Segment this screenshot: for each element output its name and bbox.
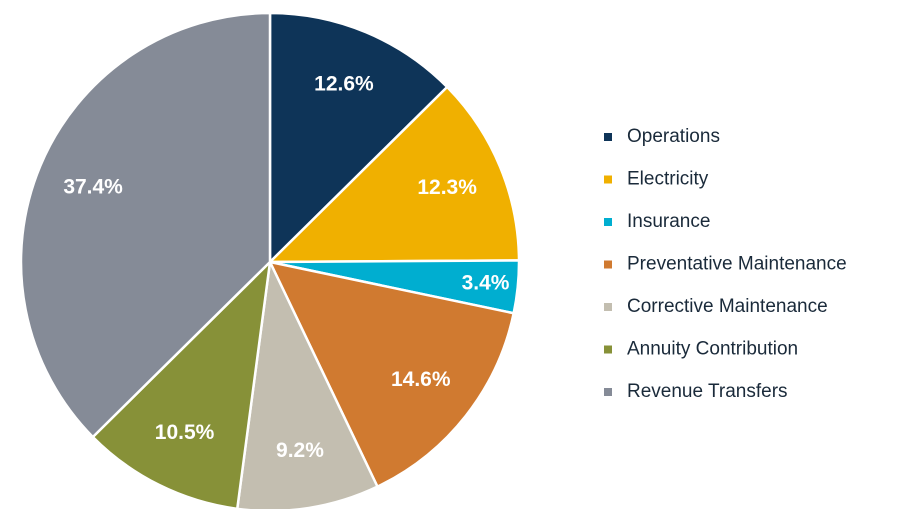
pie-slice xyxy=(19,11,272,439)
pie-slice xyxy=(235,257,380,509)
legend-swatch xyxy=(604,303,612,311)
slice-label: 3.4% xyxy=(462,271,510,294)
legend-label: Preventative Maintenance xyxy=(627,254,847,275)
slice-label: 10.5% xyxy=(155,421,215,444)
pie-slice xyxy=(91,258,272,509)
pie-slice xyxy=(268,11,449,265)
legend-label: Electricity xyxy=(627,169,709,190)
pie-slice xyxy=(267,260,516,489)
legend-label: Annuity Contribution xyxy=(627,339,798,360)
legend-swatch xyxy=(604,175,612,184)
slice-label: 37.4% xyxy=(63,176,123,199)
legend-swatch xyxy=(604,388,612,396)
slice-label: 14.6% xyxy=(391,368,451,391)
slice-label: 12.3% xyxy=(417,176,477,199)
legend-swatch xyxy=(604,218,612,226)
legend-label: Operations xyxy=(627,126,720,147)
pie-slice xyxy=(266,85,521,264)
legend-label: Insurance xyxy=(627,211,710,232)
legend-swatch xyxy=(604,345,612,354)
legend-swatch xyxy=(604,260,612,269)
slice-label: 9.2% xyxy=(276,439,324,462)
legend-label: Corrective Maintenance xyxy=(627,296,828,317)
slice-label: 12.6% xyxy=(314,73,374,96)
legend-swatch xyxy=(604,133,612,141)
legend-label: Revenue Transfers xyxy=(627,381,788,402)
